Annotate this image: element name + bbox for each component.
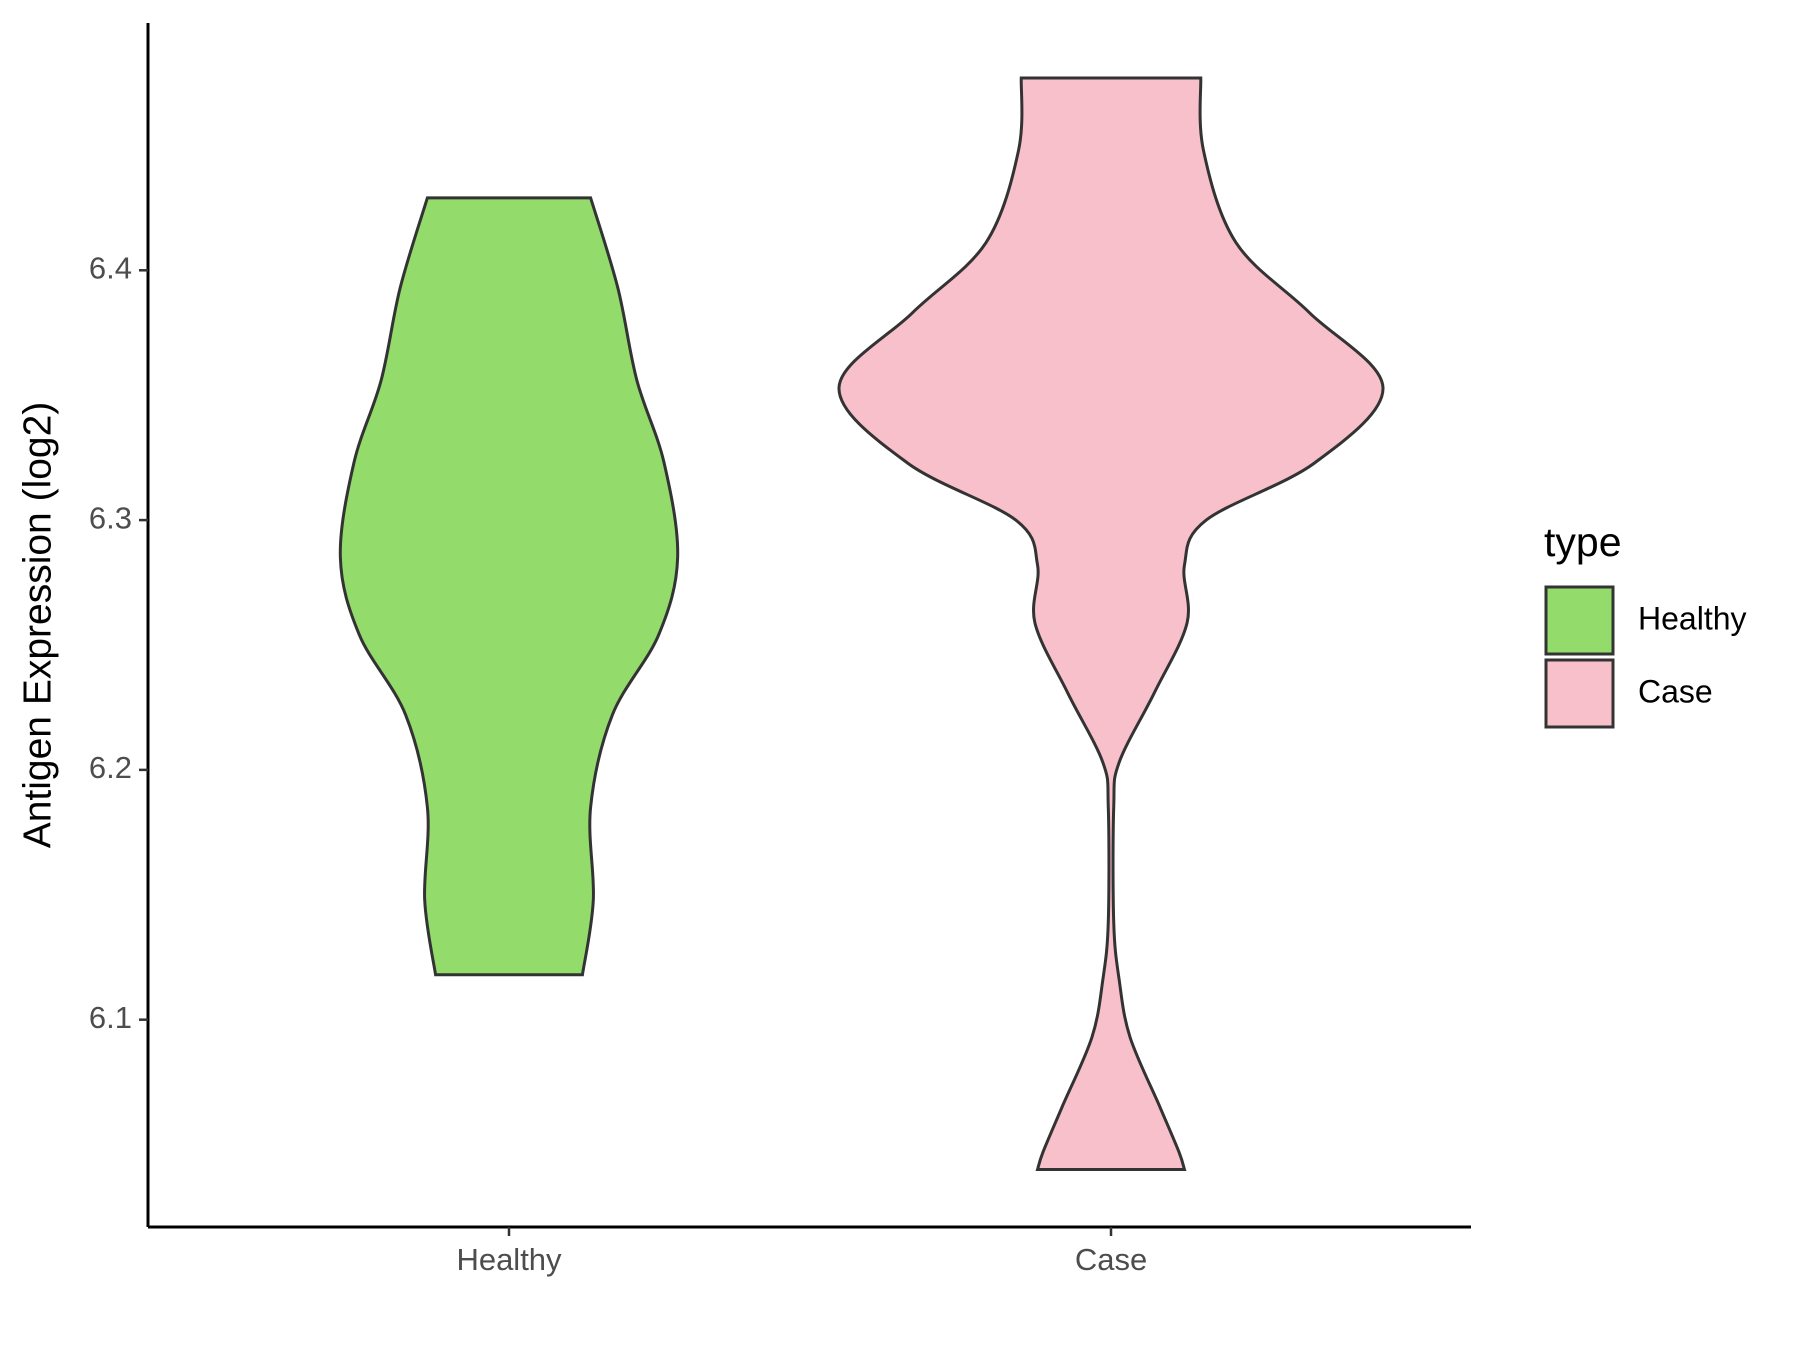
violin xyxy=(837,76,1385,1172)
x-tick-label: Case xyxy=(1075,1242,1147,1277)
y-tick-label: 6.2 xyxy=(89,750,132,785)
violin xyxy=(338,196,680,977)
y-tick-label: 6.3 xyxy=(89,500,132,535)
y-axis-title: Antigen Expression (log2) xyxy=(16,402,59,849)
legend-title: type xyxy=(1544,519,1622,565)
y-tick-label: 6.1 xyxy=(89,1000,132,1035)
legend-key xyxy=(1544,658,1615,729)
legend-label: Healthy xyxy=(1638,600,1747,636)
legend-label: Case xyxy=(1638,673,1713,709)
x-tick-label: Healthy xyxy=(456,1242,562,1277)
y-tick-label: 6.4 xyxy=(89,250,132,285)
legend-key xyxy=(1544,585,1615,656)
